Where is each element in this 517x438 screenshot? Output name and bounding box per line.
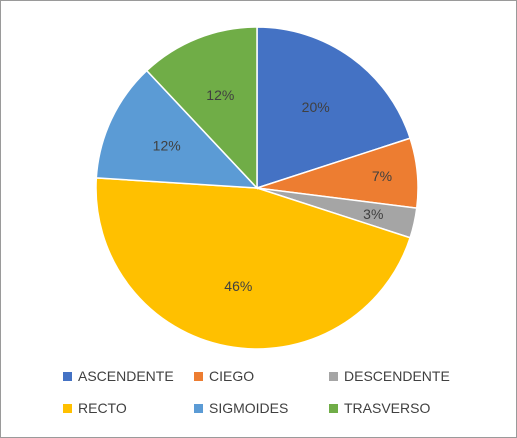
legend-item-sigmoides: SIGMOIDES [194,399,288,417]
legend-label: ASCENDENTE [78,368,174,384]
legend-label: CIEGO [209,368,255,384]
legend-item-ascendente: ASCENDENTE [63,367,174,385]
pie-slice-sigmoides [95,69,259,189]
data-label-ascendente: 20% [302,99,330,115]
legend-item-recto: RECTO [63,399,127,417]
chart-legend: ASCENDENTE CIEGO DESCENDENTE RECTO SIGMOIDES… [0,364,517,434]
legend-swatch [63,371,72,381]
data-label-descendente: 3% [363,206,383,222]
legend-label: DESCENDENTE [344,368,450,384]
legend-swatch [63,403,72,413]
pie-chart: 20% 7% 3% 46% 12% 12% [95,26,419,350]
legend-item-trasverso: TRASVERSO [329,399,430,417]
legend-item-ciego: CIEGO [194,367,254,385]
legend-label: TRASVERSO [344,400,431,416]
legend-item-descendente: DESCENDENTE [329,367,450,385]
legend-swatch [329,403,338,413]
pie-slice-trasverso [145,26,258,190]
data-label-recto: 46% [224,278,252,294]
legend-swatch [194,371,203,381]
data-label-trasverso: 12% [206,87,234,103]
legend-label: SIGMOIDES [209,400,289,416]
pie-slice-recto [95,177,412,350]
legend-swatch [194,403,203,413]
pie-slice-ascendente [256,26,412,190]
legend-swatch [329,371,338,381]
data-label-sigmoides: 12% [153,138,181,154]
legend-label: RECTO [78,400,127,416]
pie-slices [95,26,419,350]
data-label-ciego: 7% [372,168,392,184]
pie-data-labels: 20% 7% 3% 46% 12% 12% [153,87,392,294]
